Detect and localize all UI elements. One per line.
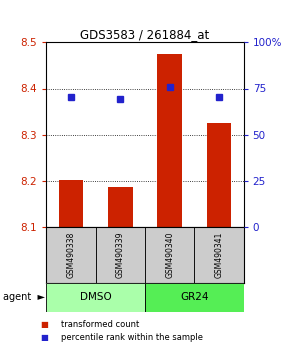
Text: ■: ■ [41, 320, 48, 329]
Text: GSM490339: GSM490339 [116, 232, 125, 278]
Bar [194, 227, 244, 283]
Text: percentile rank within the sample: percentile rank within the sample [61, 332, 203, 342]
Bar [108, 187, 133, 227]
Text: transformed count: transformed count [61, 320, 139, 329]
Text: agent  ►: agent ► [3, 292, 46, 302]
Bar [46, 227, 96, 283]
Bar [145, 227, 194, 283]
Text: DMSO: DMSO [80, 292, 112, 302]
Bar [206, 123, 231, 227]
Text: ■: ■ [41, 332, 48, 342]
Text: GSM490340: GSM490340 [165, 232, 174, 278]
Bar [145, 283, 244, 312]
Text: GR24: GR24 [180, 292, 209, 302]
Text: GSM490338: GSM490338 [66, 232, 76, 278]
Bar [157, 54, 182, 227]
Title: GDS3583 / 261884_at: GDS3583 / 261884_at [80, 28, 210, 41]
Bar [46, 283, 145, 312]
Bar [96, 227, 145, 283]
Bar [59, 179, 84, 227]
Text: GSM490341: GSM490341 [214, 232, 224, 278]
